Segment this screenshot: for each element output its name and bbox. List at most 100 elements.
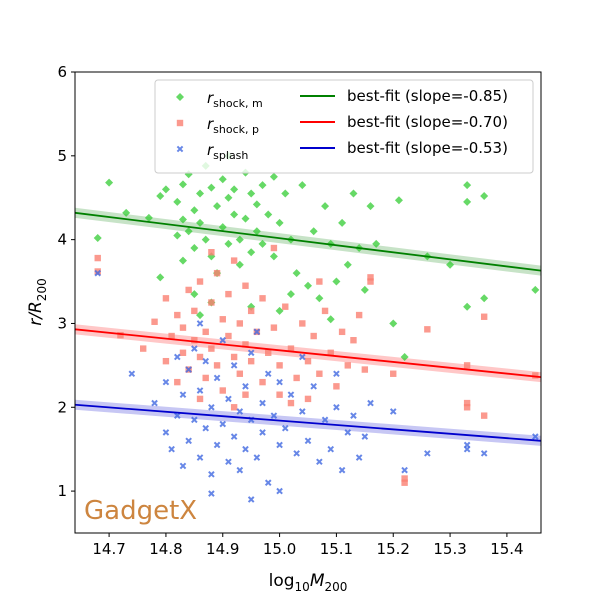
point-splash [230,433,238,440]
point-shock_m [173,197,182,206]
point-shock_p [344,362,351,369]
point-shock_m [343,260,352,269]
point-shock_m [247,248,256,257]
fit-lines [75,211,541,442]
point-splash [367,399,374,407]
point-shock_m [190,290,199,299]
point-shock_m [366,202,375,211]
point-shock_m [235,235,244,244]
legend-markers [176,93,184,153]
point-shock_p [236,320,244,327]
legend-label-shock-p-subscript: shock, p [213,123,259,136]
point-shock_p [242,282,249,289]
point-splash [179,462,187,470]
point-splash [185,366,192,373]
point-shock_m [218,223,227,232]
point-shock_m [241,214,250,223]
point-shock_m [304,281,312,290]
point-splash [173,412,181,419]
point-splash [293,450,300,457]
point-splash [310,383,317,390]
point-shock_p [196,395,204,403]
point-shock_p [117,331,124,339]
point-shock_m [298,181,307,190]
point-splash [338,466,346,474]
point-shock_p [282,303,289,310]
point-shock_p [463,399,471,407]
legend-fit-label-shock-p: best-fit (slope=-0.70) [347,113,508,131]
point-shock_p [168,332,175,340]
point-shock_m [269,172,278,181]
plot-frame [74,71,542,534]
x-tick-label: 15.1 [320,540,353,558]
point-shock_p [259,378,266,386]
point-splash [299,353,306,361]
point-shock_p [367,274,374,281]
point-shock_p [162,357,170,365]
point-shock_p [174,378,181,386]
point-shock_p [219,387,226,394]
x-axis-label-subscript: 10 [295,580,310,594]
point-shock_p [401,479,408,486]
point-shock_p [355,311,363,319]
point-shock_p [293,374,300,382]
point-splash [219,336,227,344]
point-shock_m [178,180,187,189]
point-shock_p [225,290,232,298]
point-shock_m [190,244,199,253]
point-shock_m [281,189,290,198]
point-shock_p [361,366,369,373]
point-shock_p [213,362,221,369]
point-shock_m [463,302,472,311]
point-splash [276,487,283,495]
legend-marker-shock_p [176,119,184,127]
legend-label-shock-p-variable: r [207,115,214,133]
x-axis-label-base: log [269,571,295,591]
point-splash [264,370,272,378]
point-shock_m [105,178,114,187]
point-splash [401,466,408,474]
point-shock_m [463,181,472,190]
point-splash [259,429,266,436]
point-shock_p [162,295,170,302]
point-shock_m [394,196,403,205]
legend-fit-label-splash: best-fit (slope=-0.53) [347,139,508,157]
point-splash [350,412,357,419]
point-shock_m [258,181,267,190]
point-shock_p [350,337,357,344]
point-shock_m [235,260,244,269]
point-shock_m [184,227,193,236]
point-shock_p [532,372,539,379]
point-splash [276,378,283,386]
point-shock_p [327,349,334,356]
point-shock_m [156,192,165,201]
point-shock_p [202,328,209,336]
x-axis-ticks: 14.7 14.8 14.9 15.0 15.1 15.2 15.3 15.4 [92,533,524,558]
point-splash [270,412,278,419]
point-splash [264,479,272,487]
point-shock_p [270,324,278,331]
point-shock_p [196,278,204,285]
point-shock_p [333,383,340,390]
point-shock_p [316,278,323,285]
point-shock_p [247,307,255,315]
x-tick-label: 14.8 [149,540,182,558]
point-shock_p [321,307,329,315]
point-shock_m [144,213,153,222]
point-shock_m [230,210,239,219]
point-splash [191,345,198,352]
point-shock_p [139,345,147,352]
point-shock_p [316,370,323,377]
point-splash [94,269,102,277]
point-shock_p [236,370,244,377]
gadgetx-annotation: GadgetX [84,496,197,526]
point-shock_p [208,345,215,352]
point-shock_p [213,269,221,277]
legend-marker-shock_m [176,93,184,101]
y-axis-label: r/R200 [26,278,49,325]
point-splash [253,454,261,461]
point-shock_p [480,313,488,320]
point-shock_m [247,189,256,198]
point-splash [236,408,244,415]
